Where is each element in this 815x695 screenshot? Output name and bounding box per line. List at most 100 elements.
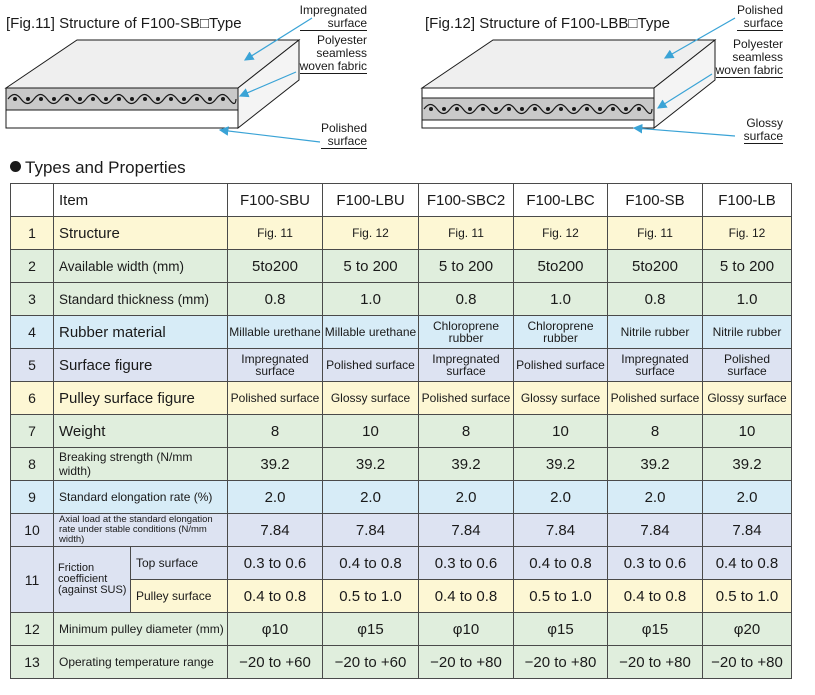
row-item-label: Surface figure	[53, 348, 228, 382]
header-model-cell: F100-LBU	[322, 183, 419, 217]
fabric-yarn-dot	[598, 107, 602, 111]
row-value: Polished surface	[418, 381, 514, 415]
row-item-label: Pulley surface figure	[53, 381, 228, 415]
fabric-yarn-dot	[195, 97, 199, 101]
fabric-yarn-dot	[169, 97, 173, 101]
table-row: 9 Standard elongation rate (%) 2.0 2.0 2…	[10, 480, 792, 514]
fabric-yarn-dot	[585, 107, 589, 111]
row-item-label: Standard elongation rate (%)	[53, 480, 228, 514]
table-row: 6 Pulley surface figure Polished surface…	[10, 381, 792, 415]
row-item-label: Standard thickness (mm)	[53, 282, 228, 316]
table-row: 4 Rubber material Millable urethane Mill…	[10, 315, 792, 349]
row-item-label: Structure	[53, 216, 228, 250]
fabric-yarn-dot	[481, 107, 485, 111]
fig11-callout-bottom: Polished surface	[320, 121, 367, 149]
row-value: Impregnated surface	[607, 348, 703, 382]
row-item-label: Weight	[53, 414, 228, 448]
row-value: 2.0	[513, 480, 608, 514]
row-value: Millable urethane	[322, 315, 419, 349]
row-value: Chloroprene rubber	[418, 315, 514, 349]
row-value: Polished surface	[607, 381, 703, 415]
row-value: 0.4 to 0.8	[322, 546, 419, 580]
fabric-yarn-dot	[104, 97, 108, 101]
row-item-label: Breaking strength (N/mm width)	[53, 447, 228, 481]
row-value: 2.0	[227, 480, 323, 514]
fabric-yarn-dot	[182, 97, 186, 101]
row-subitem-label: Pulley surface	[130, 579, 228, 613]
fabric-yarn-dot	[221, 97, 225, 101]
fig12-callout-bottom: Glossy surface	[743, 116, 783, 144]
row-value: 39.2	[607, 447, 703, 481]
row-number: 8	[10, 447, 54, 481]
row-value: 0.3 to 0.6	[418, 546, 514, 580]
table-row: 3 Standard thickness (mm) 0.8 1.0 0.8 1.…	[10, 282, 792, 316]
table-row: 1 Structure Fig. 11 Fig. 12 Fig. 11 Fig.…	[10, 216, 792, 250]
fabric-yarn-dot	[65, 97, 69, 101]
row-value: −20 to +60	[322, 645, 419, 679]
row-value: 7.84	[322, 513, 419, 547]
row-value: Fig. 11	[227, 216, 323, 250]
fabric-yarn-dot	[572, 107, 576, 111]
row-value: φ10	[418, 612, 514, 646]
row-value: Chloroprene rubber	[513, 315, 608, 349]
row-number: 11	[10, 546, 54, 613]
fabric-yarn-dot	[429, 107, 433, 111]
row-value: 0.8	[227, 282, 323, 316]
fabric-yarn-dot	[130, 97, 134, 101]
row-value: Fig. 11	[418, 216, 514, 250]
header-item-cell: Item	[53, 183, 228, 217]
fig12-callout-top: Polished surface	[736, 3, 783, 31]
row-value: 5to200	[227, 249, 323, 283]
row-number: 13	[10, 645, 54, 679]
row-value: 1.0	[322, 282, 419, 316]
section-title-text: Types and Properties	[25, 158, 186, 177]
row-value: 0.5 to 1.0	[513, 579, 608, 613]
fig11-callout-middle: Polyester seamless woven fabric	[299, 33, 367, 74]
row-value: Polished surface	[227, 381, 323, 415]
row-value: Nitrile rubber	[702, 315, 792, 349]
table-row: 8 Breaking strength (N/mm width) 39.2 39…	[10, 447, 792, 481]
row-value: 39.2	[513, 447, 608, 481]
row-value: Polished surface	[322, 348, 419, 382]
row-value: 1.0	[702, 282, 792, 316]
row-value: 7.84	[702, 513, 792, 547]
fabric-yarn-dot	[143, 97, 147, 101]
fabric-yarn-dot	[494, 107, 498, 111]
fabric-yarn-dot	[533, 107, 537, 111]
row-value: 0.8	[418, 282, 514, 316]
row-value: 7.84	[418, 513, 514, 547]
row-number: 2	[10, 249, 54, 283]
row-item-label: Operating temperature range	[53, 645, 228, 679]
row-value: 0.8	[607, 282, 703, 316]
row-value: 0.4 to 0.8	[702, 546, 792, 580]
row-value: 0.3 to 0.6	[227, 546, 323, 580]
fabric-yarn-dot	[208, 97, 212, 101]
table-row: 7 Weight 8 10 8 10 8 10	[10, 414, 792, 448]
table-row: 11 Friction coefficient (against SUS) To…	[10, 546, 792, 613]
fabric-yarn-dot	[637, 107, 641, 111]
row-value: −20 to +80	[513, 645, 608, 679]
row-value: Impregnated surface	[227, 348, 323, 382]
fig12-callout-middle: Polyester seamless woven fabric	[715, 37, 783, 78]
row-value: 0.3 to 0.6	[607, 546, 703, 580]
row-value: 8	[418, 414, 514, 448]
row-subitem-label: Top surface	[130, 546, 228, 580]
row-value: 10	[513, 414, 608, 448]
row-number: 5	[10, 348, 54, 382]
fabric-yarn-dot	[624, 107, 628, 111]
fig12-belt-diagram	[420, 17, 736, 137]
row-value: Impregnated surface	[418, 348, 514, 382]
row-value: Glossy surface	[513, 381, 608, 415]
row-number: 7	[10, 414, 54, 448]
fabric-yarn-dot	[559, 107, 563, 111]
row-number: 10	[10, 513, 54, 547]
row-value: 2.0	[702, 480, 792, 514]
row-item-label: Minimum pulley diameter (mm)	[53, 612, 228, 646]
row-value: φ15	[607, 612, 703, 646]
row-number: 1	[10, 216, 54, 250]
fabric-yarn-dot	[468, 107, 472, 111]
row-value: 0.4 to 0.8	[418, 579, 514, 613]
row-number: 9	[10, 480, 54, 514]
header-model-cell: F100-SB	[607, 183, 703, 217]
header-model-cell: F100-LB	[702, 183, 792, 217]
